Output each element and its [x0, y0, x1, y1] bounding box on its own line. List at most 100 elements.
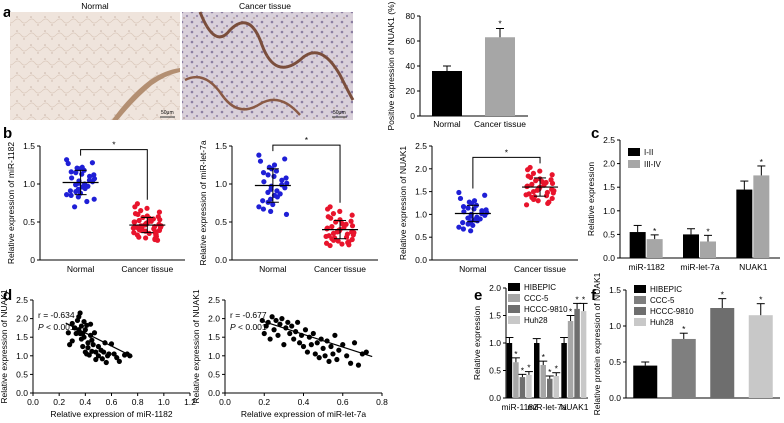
chart-d1-point [80, 343, 86, 350]
chart-f-y-tick-label: 1.5 [609, 285, 621, 295]
chart-c-y-axis-label: Relative expression [586, 162, 596, 236]
chart-d2-point [328, 343, 334, 350]
panel-label-f: f [591, 287, 597, 304]
chart-d2-y-tick-label: 2.0 [208, 314, 220, 324]
chart-f: * * * HIBEPIC CCC-5 HCCC-9810 Huh28 [626, 285, 780, 399]
chart-d2-r-value: r = -0.677 [230, 310, 267, 320]
chart-b1-point [67, 188, 74, 194]
chart-c-y-tick-label: 1.0 [603, 206, 615, 216]
chart-d2-point [275, 332, 281, 338]
chart-b2-point [346, 242, 352, 248]
chart-d2-regression-line [260, 319, 373, 358]
chart-f-y-axis-label: Relative protein expression of NUAK1 [592, 272, 602, 415]
chart-d1-y-tick-label: 2.0 [16, 314, 28, 324]
chart-b3-point [471, 206, 477, 212]
micrograph-normal-scale: 50μm [161, 110, 174, 116]
chart-b1-point [131, 219, 137, 225]
chart-b2-y-axis-label: Relative expression of miR-let-7a [198, 140, 208, 265]
chart-d2-y-tick-label: 1.0 [208, 351, 220, 361]
chart-b3-point [530, 189, 537, 195]
micrograph-cancer-title: Cancer tissue [239, 1, 291, 11]
chart-b1-point [75, 194, 81, 200]
chart-a-y-tick-label: 60 [406, 36, 416, 46]
chart-b1-point [84, 198, 90, 205]
chart-b3-x-tick-label: Normal [459, 264, 487, 274]
chart-d2-point [277, 321, 283, 327]
chart-d2-point [269, 314, 275, 320]
chart-b3-point [530, 196, 537, 202]
chart-d1-point [101, 349, 107, 355]
chart-c-y-tick-label: 2.5 [603, 135, 615, 145]
chart-b3-point [533, 178, 539, 184]
chart-d1-point [69, 338, 75, 344]
chart-d2-x-tick-label: 0.2 [258, 397, 270, 407]
chart-c-y-axis: 0.0 0.5 1.0 1.5 2.0 2.5 Relative expression [586, 135, 621, 263]
chart-b1-point [69, 175, 75, 181]
chart-e-significance: * [548, 367, 552, 377]
chart-b1-point [154, 237, 161, 243]
chart-b2-point [325, 206, 331, 212]
chart-b2-point [328, 215, 334, 221]
chart-b3-point [525, 167, 531, 173]
chart-d2-point [310, 330, 316, 337]
chart-b1-point [156, 209, 163, 215]
chart-e-bar [513, 362, 519, 398]
chart-e-bar [580, 311, 587, 398]
chart-e-significance: * [575, 294, 579, 304]
chart-a-y-tick-label: 80 [406, 11, 416, 21]
chart-b1-point [64, 192, 70, 198]
chart-e-significance: * [555, 364, 559, 374]
chart-b3: Normal Cancer tissue * [432, 147, 578, 274]
chart-d1-y-tick-label: 1.0 [16, 351, 28, 361]
chart-b1-point [144, 205, 150, 211]
micrograph-normal-epithelium [112, 68, 180, 120]
chart-d1-point [103, 359, 109, 366]
chart-e-x-tick-label: miR-let-7a [527, 402, 566, 412]
chart-b3-point [470, 222, 476, 228]
chart-b2-point [274, 194, 280, 200]
chart-d2-point [355, 362, 362, 368]
chart-c-x-tick-label: miR-1182 [629, 262, 665, 272]
chart-d2-x-tick-label: 0.8 [376, 397, 388, 407]
chart-b3-point [530, 170, 537, 176]
chart-b3-point [550, 190, 556, 196]
chart-e: ** *miR-1182** *miR-let-7a** *NUAK1HIBEPICC… [502, 283, 589, 412]
chart-d2-point [330, 351, 336, 357]
chart-b1-point [86, 173, 93, 179]
chart-d2-point [304, 349, 311, 355]
chart-d1-point [99, 356, 105, 362]
chart-d1-point [111, 351, 117, 357]
chart-e-bar [519, 377, 526, 398]
chart-d2-point [295, 319, 301, 325]
chart-e-bar [574, 308, 580, 398]
chart-b1-point [73, 189, 79, 195]
chart-c-y-tick-label: 0.0 [603, 253, 615, 263]
chart-b3-point [482, 192, 488, 198]
chart-d2-x-tick-label: 0.6 [337, 397, 349, 407]
chart-d1-point [84, 322, 90, 328]
chart-c-significance: * [653, 226, 657, 236]
micrograph-normal-title: Normal [81, 1, 109, 11]
panel-label-e: e [474, 287, 482, 304]
chart-b2-point [265, 172, 271, 178]
chart-b1-point [136, 234, 142, 240]
chart-d1-r-value: r = -0.634 [38, 310, 75, 320]
chart-f-legend-label: HCCC-9810 [650, 307, 694, 316]
chart-b2-point [257, 158, 264, 164]
chart-d1-p-symbol: P [38, 322, 44, 332]
chart-e-significance: * [521, 365, 525, 375]
chart-b1-point [143, 235, 149, 241]
chart-b2-point [256, 152, 262, 158]
chart-e-y-tick-label: 1.0 [489, 338, 501, 348]
panel-label-d: d [3, 287, 12, 304]
chart-b2-point [337, 208, 343, 214]
chart-d2-point [348, 360, 354, 366]
chart-b2-point [284, 180, 290, 186]
chart-b3-point [468, 200, 475, 207]
chart-d1-point [73, 330, 79, 337]
chart-b1-point [157, 217, 163, 223]
chart-b2-point [337, 217, 343, 223]
chart-a: Normal * Cancer tissue [420, 19, 528, 129]
chart-e-y-tick-label: 2.0 [489, 283, 501, 293]
chart-d1-y-tick-label: 0.5 [16, 369, 28, 379]
